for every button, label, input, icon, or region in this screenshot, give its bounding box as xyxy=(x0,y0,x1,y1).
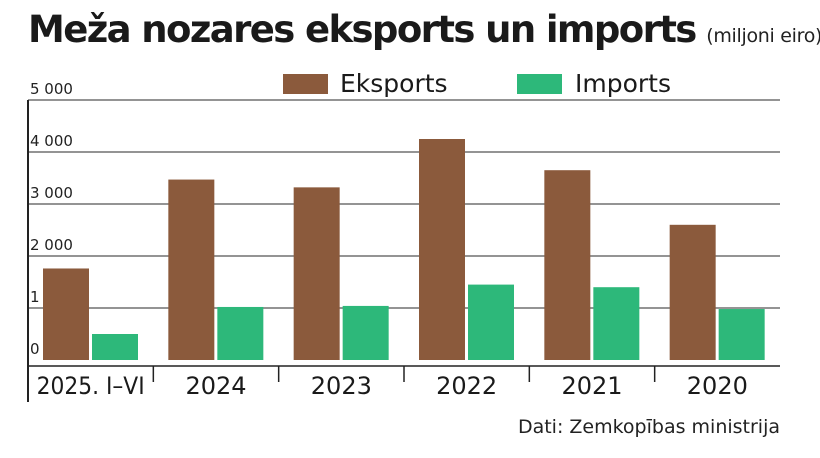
y-tick-label: 4 000 xyxy=(30,132,73,150)
bar-export xyxy=(43,268,89,360)
bars xyxy=(43,139,765,360)
legend-import-swatch xyxy=(517,74,562,94)
legend-export-swatch xyxy=(283,74,328,94)
bar-import xyxy=(718,309,765,360)
legend: Eksports Imports xyxy=(283,69,671,98)
legend-import-label: Imports xyxy=(575,69,671,98)
axis: 2025. I–VI 2024 2023 2022 2021 2020 xyxy=(27,100,780,402)
x-tick-label: 2024 xyxy=(185,372,246,400)
legend-export-label: Eksports xyxy=(340,69,448,98)
x-tick-label: 2025. I–VI xyxy=(37,372,145,400)
bar-import xyxy=(92,334,138,360)
bar-export xyxy=(293,187,340,360)
bar-export xyxy=(544,170,591,360)
y-tick-label: 0 xyxy=(30,340,40,358)
bar-import xyxy=(593,287,640,360)
y-tick-label: 3 000 xyxy=(30,184,73,202)
bar-export xyxy=(669,224,716,360)
x-tick-label: 2020 xyxy=(687,372,748,400)
bar-import xyxy=(342,305,389,360)
x-tick-label: 2022 xyxy=(436,372,497,400)
chart-unit: (miljoni eiro) xyxy=(706,25,820,47)
bar-import xyxy=(217,306,264,360)
bar-import xyxy=(468,284,514,360)
x-tick-label: 2021 xyxy=(561,372,622,400)
x-tick-label: 2023 xyxy=(311,372,372,400)
bar-export xyxy=(168,179,215,360)
data-source: Dati: Zemkopības ministrija xyxy=(517,416,780,438)
y-tick-label: 2 000 xyxy=(30,236,73,254)
grid-lines: 0 1 2 000 3 000 4 000 5 000 xyxy=(28,80,780,358)
chart-title-block: Meža nozares eksports un imports (miljon… xyxy=(28,8,820,51)
y-tick-label: 5 000 xyxy=(30,80,73,98)
bar-export xyxy=(419,139,465,360)
chart-title: Meža nozares eksports un imports xyxy=(28,8,697,51)
y-tick-label: 1 xyxy=(30,288,40,306)
